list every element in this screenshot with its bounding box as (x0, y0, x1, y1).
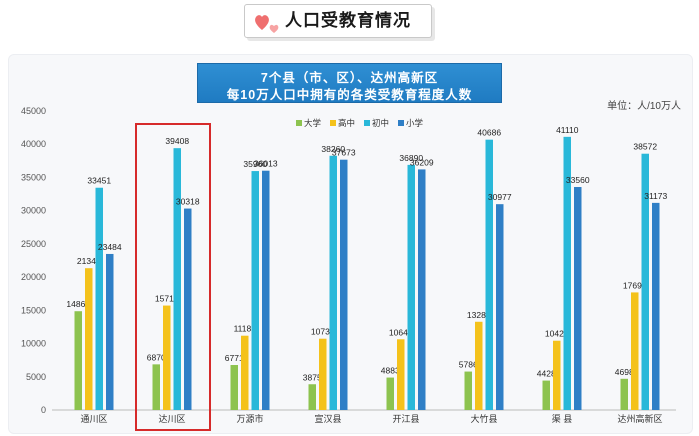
y-tick-label: 10000 (21, 339, 46, 349)
category-label: 万源市 (236, 413, 263, 424)
bar-初中 (96, 188, 104, 410)
legend-label: 高中 (338, 118, 355, 128)
legend-swatch (364, 120, 370, 126)
data-label: 36209 (410, 157, 434, 167)
data-label: 23484 (98, 242, 122, 252)
bar-大学 (543, 381, 551, 410)
bar-大学 (309, 384, 317, 410)
highlight-box (136, 124, 210, 430)
bar-高中 (319, 339, 327, 410)
bar-小学 (106, 254, 114, 410)
bar-初中 (330, 156, 338, 410)
category-label: 宣汉县 (314, 413, 341, 424)
bar-初中 (408, 165, 416, 410)
bar-初中 (486, 140, 494, 410)
y-tick-label: 45000 (21, 106, 46, 116)
bar-小学 (496, 204, 504, 410)
category-label: 开江县 (392, 414, 419, 424)
data-label: 31173 (644, 191, 667, 201)
data-label: 36013 (254, 159, 278, 169)
data-label: 30318 (176, 197, 200, 207)
bar-大学 (153, 364, 161, 410)
data-label: 38572 (633, 142, 657, 152)
category-label: 达州高新区 (617, 413, 662, 424)
bar-高中 (163, 306, 171, 410)
y-tick-label: 30000 (21, 206, 46, 216)
data-label: 30977 (488, 192, 512, 202)
bar-高中 (631, 292, 639, 410)
category-label: 通川区 (80, 414, 107, 424)
bar-小学 (574, 187, 582, 410)
y-tick-label: 35000 (21, 172, 46, 182)
bar-高中 (241, 336, 249, 410)
category-label: 大竹县 (470, 413, 497, 424)
data-label: 33451 (87, 176, 111, 186)
y-tick-label: 25000 (21, 239, 46, 249)
y-tick-label: 0 (41, 405, 46, 415)
data-label: 37673 (332, 148, 356, 158)
bar-大学 (621, 379, 629, 410)
bar-小学 (262, 171, 270, 410)
data-label: 41110 (556, 125, 579, 135)
category-label: 达川区 (158, 413, 185, 424)
bar-大学 (231, 365, 239, 410)
y-tick-label: 40000 (21, 139, 46, 149)
legend-swatch (296, 120, 302, 126)
bar-小学 (340, 160, 348, 410)
y-tick-label: 15000 (21, 305, 46, 315)
bar-大学 (387, 378, 395, 410)
y-tick-label: 5000 (26, 372, 46, 382)
legend-label: 小学 (406, 118, 424, 128)
bar-小学 (418, 169, 426, 410)
legend-swatch (398, 120, 404, 126)
data-label: 33560 (566, 175, 590, 185)
legend-label: 大学 (304, 118, 322, 128)
legend-swatch (330, 120, 336, 126)
bar-高中 (475, 322, 483, 410)
bar-高中 (397, 339, 405, 410)
bar-初中 (252, 171, 260, 410)
bar-大学 (465, 372, 473, 410)
data-label: 40686 (477, 128, 501, 138)
bar-初中 (174, 148, 182, 410)
bar-小学 (184, 209, 192, 410)
bar-高中 (85, 268, 93, 410)
bar-大学 (75, 311, 83, 410)
data-label: 39408 (165, 136, 189, 146)
legend-label: 初中 (372, 118, 389, 128)
category-label: 渠 县 (552, 413, 573, 424)
y-tick-label: 20000 (21, 272, 46, 282)
bar-小学 (652, 203, 660, 410)
bar-高中 (553, 341, 561, 410)
